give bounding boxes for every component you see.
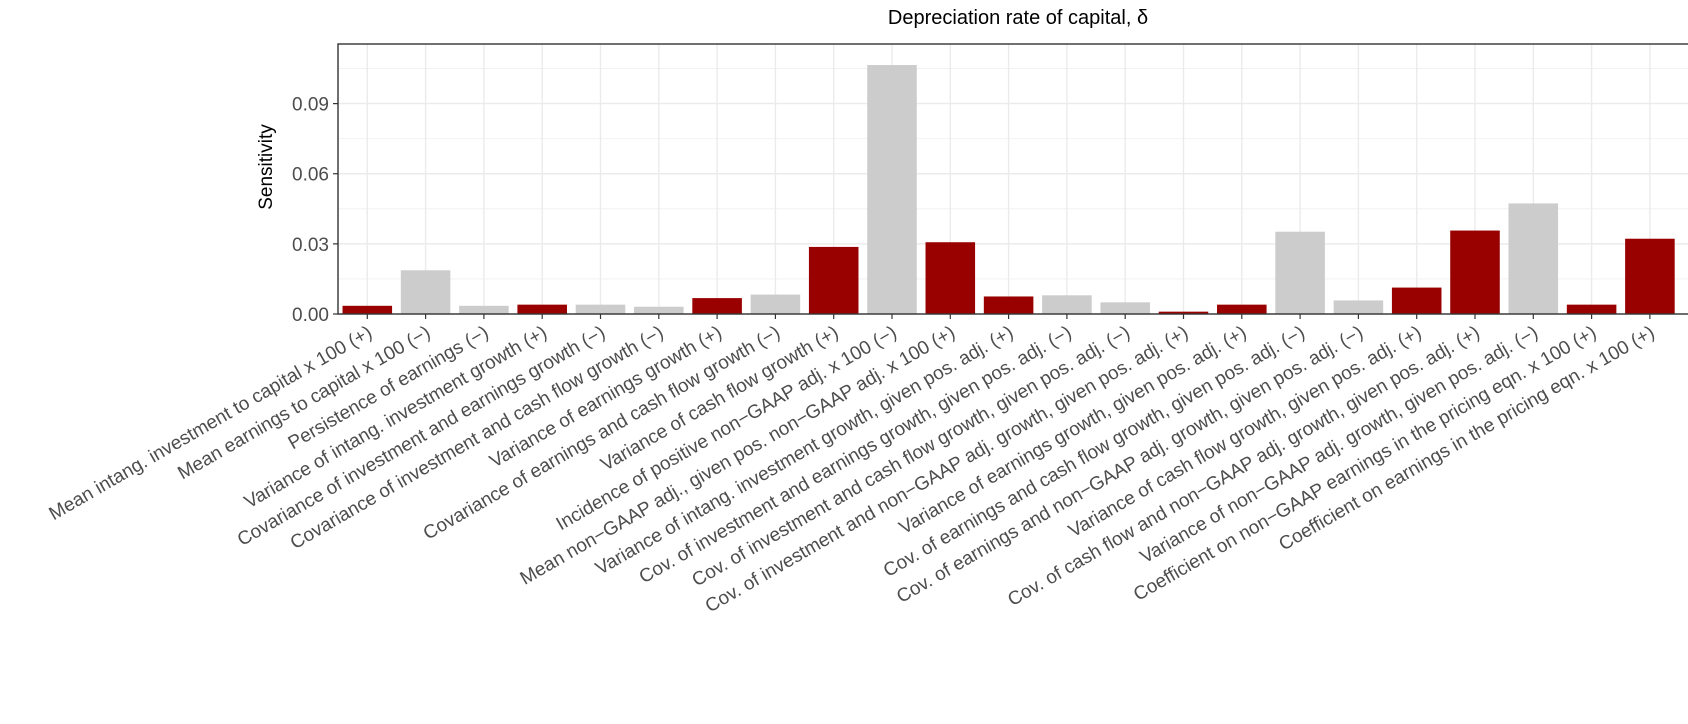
y-axis-ticks: 0.00 0.03 0.06 0.09	[292, 95, 338, 326]
bar	[1625, 238, 1675, 314]
bar	[1100, 302, 1150, 314]
x-axis-ticks: Mean intang. investment to capital x 100…	[46, 314, 1658, 617]
bar	[459, 305, 509, 314]
bar	[1508, 203, 1559, 314]
bar	[1217, 304, 1267, 314]
bar	[575, 304, 626, 314]
bar	[808, 246, 859, 314]
bar	[1391, 287, 1442, 314]
bar	[750, 294, 801, 314]
bar	[1275, 231, 1325, 314]
bar	[517, 304, 567, 314]
bar	[1158, 311, 1209, 314]
bar	[925, 242, 976, 314]
bar	[1042, 295, 1092, 314]
y-tick-label: 0.00	[292, 305, 329, 326]
y-tick-label: 0.03	[292, 235, 329, 256]
bars	[342, 65, 1675, 314]
y-tick-label: 0.06	[292, 165, 329, 186]
y-tick-label: 0.09	[292, 95, 329, 116]
plot-panel-border	[337, 43, 1688, 315]
bar	[1333, 300, 1384, 314]
bar	[400, 270, 451, 314]
bar	[867, 65, 917, 314]
bar	[692, 298, 742, 314]
bar	[342, 305, 393, 314]
bar	[634, 306, 684, 314]
chart-title: Depreciation rate of capital, δ	[888, 7, 1148, 29]
bar	[983, 296, 1034, 314]
y-axis-label: Sensitivity	[256, 124, 277, 210]
bar	[1566, 304, 1617, 314]
bar	[1450, 230, 1500, 314]
